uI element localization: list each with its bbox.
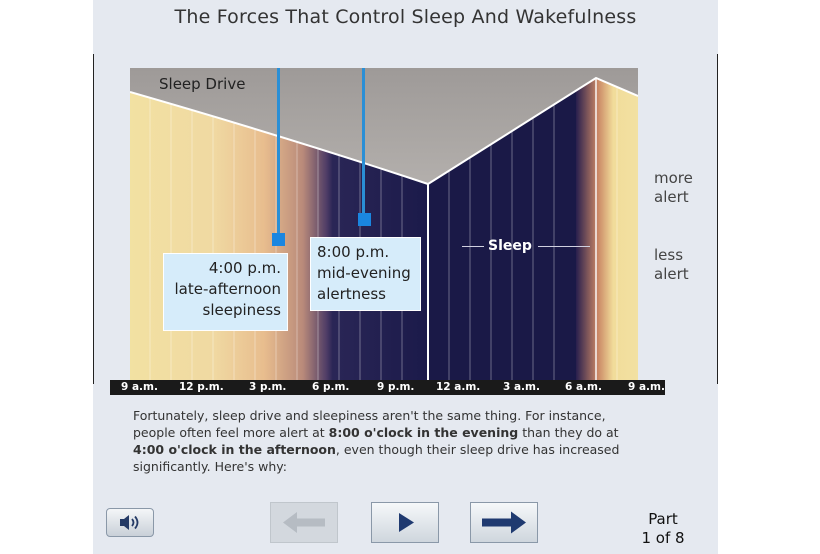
callout-4pm-line1: 4:00 p.m. — [208, 259, 281, 277]
time-tick: 3 a.m. — [503, 381, 540, 393]
time-tick: 9 a.m. — [121, 381, 158, 393]
callout-8pm-line2: mid-evening — [317, 264, 411, 282]
callout-8pm-line1: 8:00 p.m. — [317, 243, 390, 261]
para-text-1: Fortunately, sleep drive and sleepiness … — [133, 408, 606, 440]
para-bold-1: 8:00 o'clock in the evening — [328, 425, 519, 440]
arrow-right-icon — [482, 511, 526, 534]
sleep-line-right — [538, 246, 590, 247]
callout-8pm: 8:00 p.m. mid-evening alertness — [310, 237, 421, 311]
callout-4pm-line2: late-afternoon — [174, 280, 281, 298]
page-title: The Forces That Control Sleep And Wakefu… — [174, 6, 637, 28]
speaker-icon — [120, 515, 139, 530]
sleep-label: Sleep — [462, 238, 592, 254]
more-alert-label: more alert — [654, 169, 693, 207]
next-button[interactable] — [470, 502, 538, 543]
sleep-text: Sleep — [488, 238, 532, 254]
play-button[interactable] — [371, 502, 439, 543]
less-alert-line2: alert — [654, 265, 689, 283]
less-alert-line1: less — [654, 246, 684, 264]
right-border — [717, 54, 718, 384]
pin-4pm — [277, 68, 280, 238]
pin-8pm — [362, 68, 365, 218]
sleep-drive-label: Sleep Drive — [159, 75, 246, 93]
time-tick: 12 p.m. — [179, 381, 224, 393]
time-axis: 9 a.m. 12 p.m. 3 p.m. 6 p.m. 9 p.m. 12 a… — [110, 380, 665, 395]
callout-8pm-line3: alertness — [317, 285, 387, 303]
less-alert-label: less alert — [654, 246, 689, 284]
time-tick: 6 p.m. — [312, 381, 350, 393]
arrow-left-icon — [283, 512, 325, 533]
callout-4pm: 4:00 p.m. late-afternoon sleepiness — [163, 253, 288, 331]
time-tick: 6 a.m. — [565, 381, 602, 393]
time-tick: 12 a.m. — [436, 381, 481, 393]
more-alert-line2: alert — [654, 188, 689, 206]
time-tick: 3 p.m. — [249, 381, 287, 393]
back-button[interactable] — [270, 502, 338, 543]
audio-button[interactable] — [106, 508, 154, 537]
pin-marker-8pm — [358, 213, 371, 226]
part-indicator: Part 1 of 8 — [620, 510, 706, 548]
callout-4pm-line3: sleepiness — [202, 301, 282, 319]
para-bold-2: 4:00 o'clock in the afternoon — [133, 442, 336, 457]
explanation-paragraph: Fortunately, sleep drive and sleepiness … — [133, 407, 633, 475]
sleep-line-left — [462, 246, 484, 247]
pin-marker-4pm — [272, 233, 285, 246]
time-tick: 9 a.m. — [628, 381, 665, 393]
left-border — [93, 54, 94, 384]
more-alert-line1: more — [654, 169, 693, 187]
para-text-3: , even though their sleep drive has incr… — [133, 442, 620, 474]
time-tick: 9 p.m. — [377, 381, 415, 393]
chart-graphic — [130, 68, 638, 380]
part-label: Part — [648, 510, 678, 528]
para-text-2: than they do at — [518, 425, 619, 440]
sleep-chart — [130, 68, 638, 380]
part-count: 1 of 8 — [641, 529, 685, 547]
play-icon — [399, 513, 414, 532]
